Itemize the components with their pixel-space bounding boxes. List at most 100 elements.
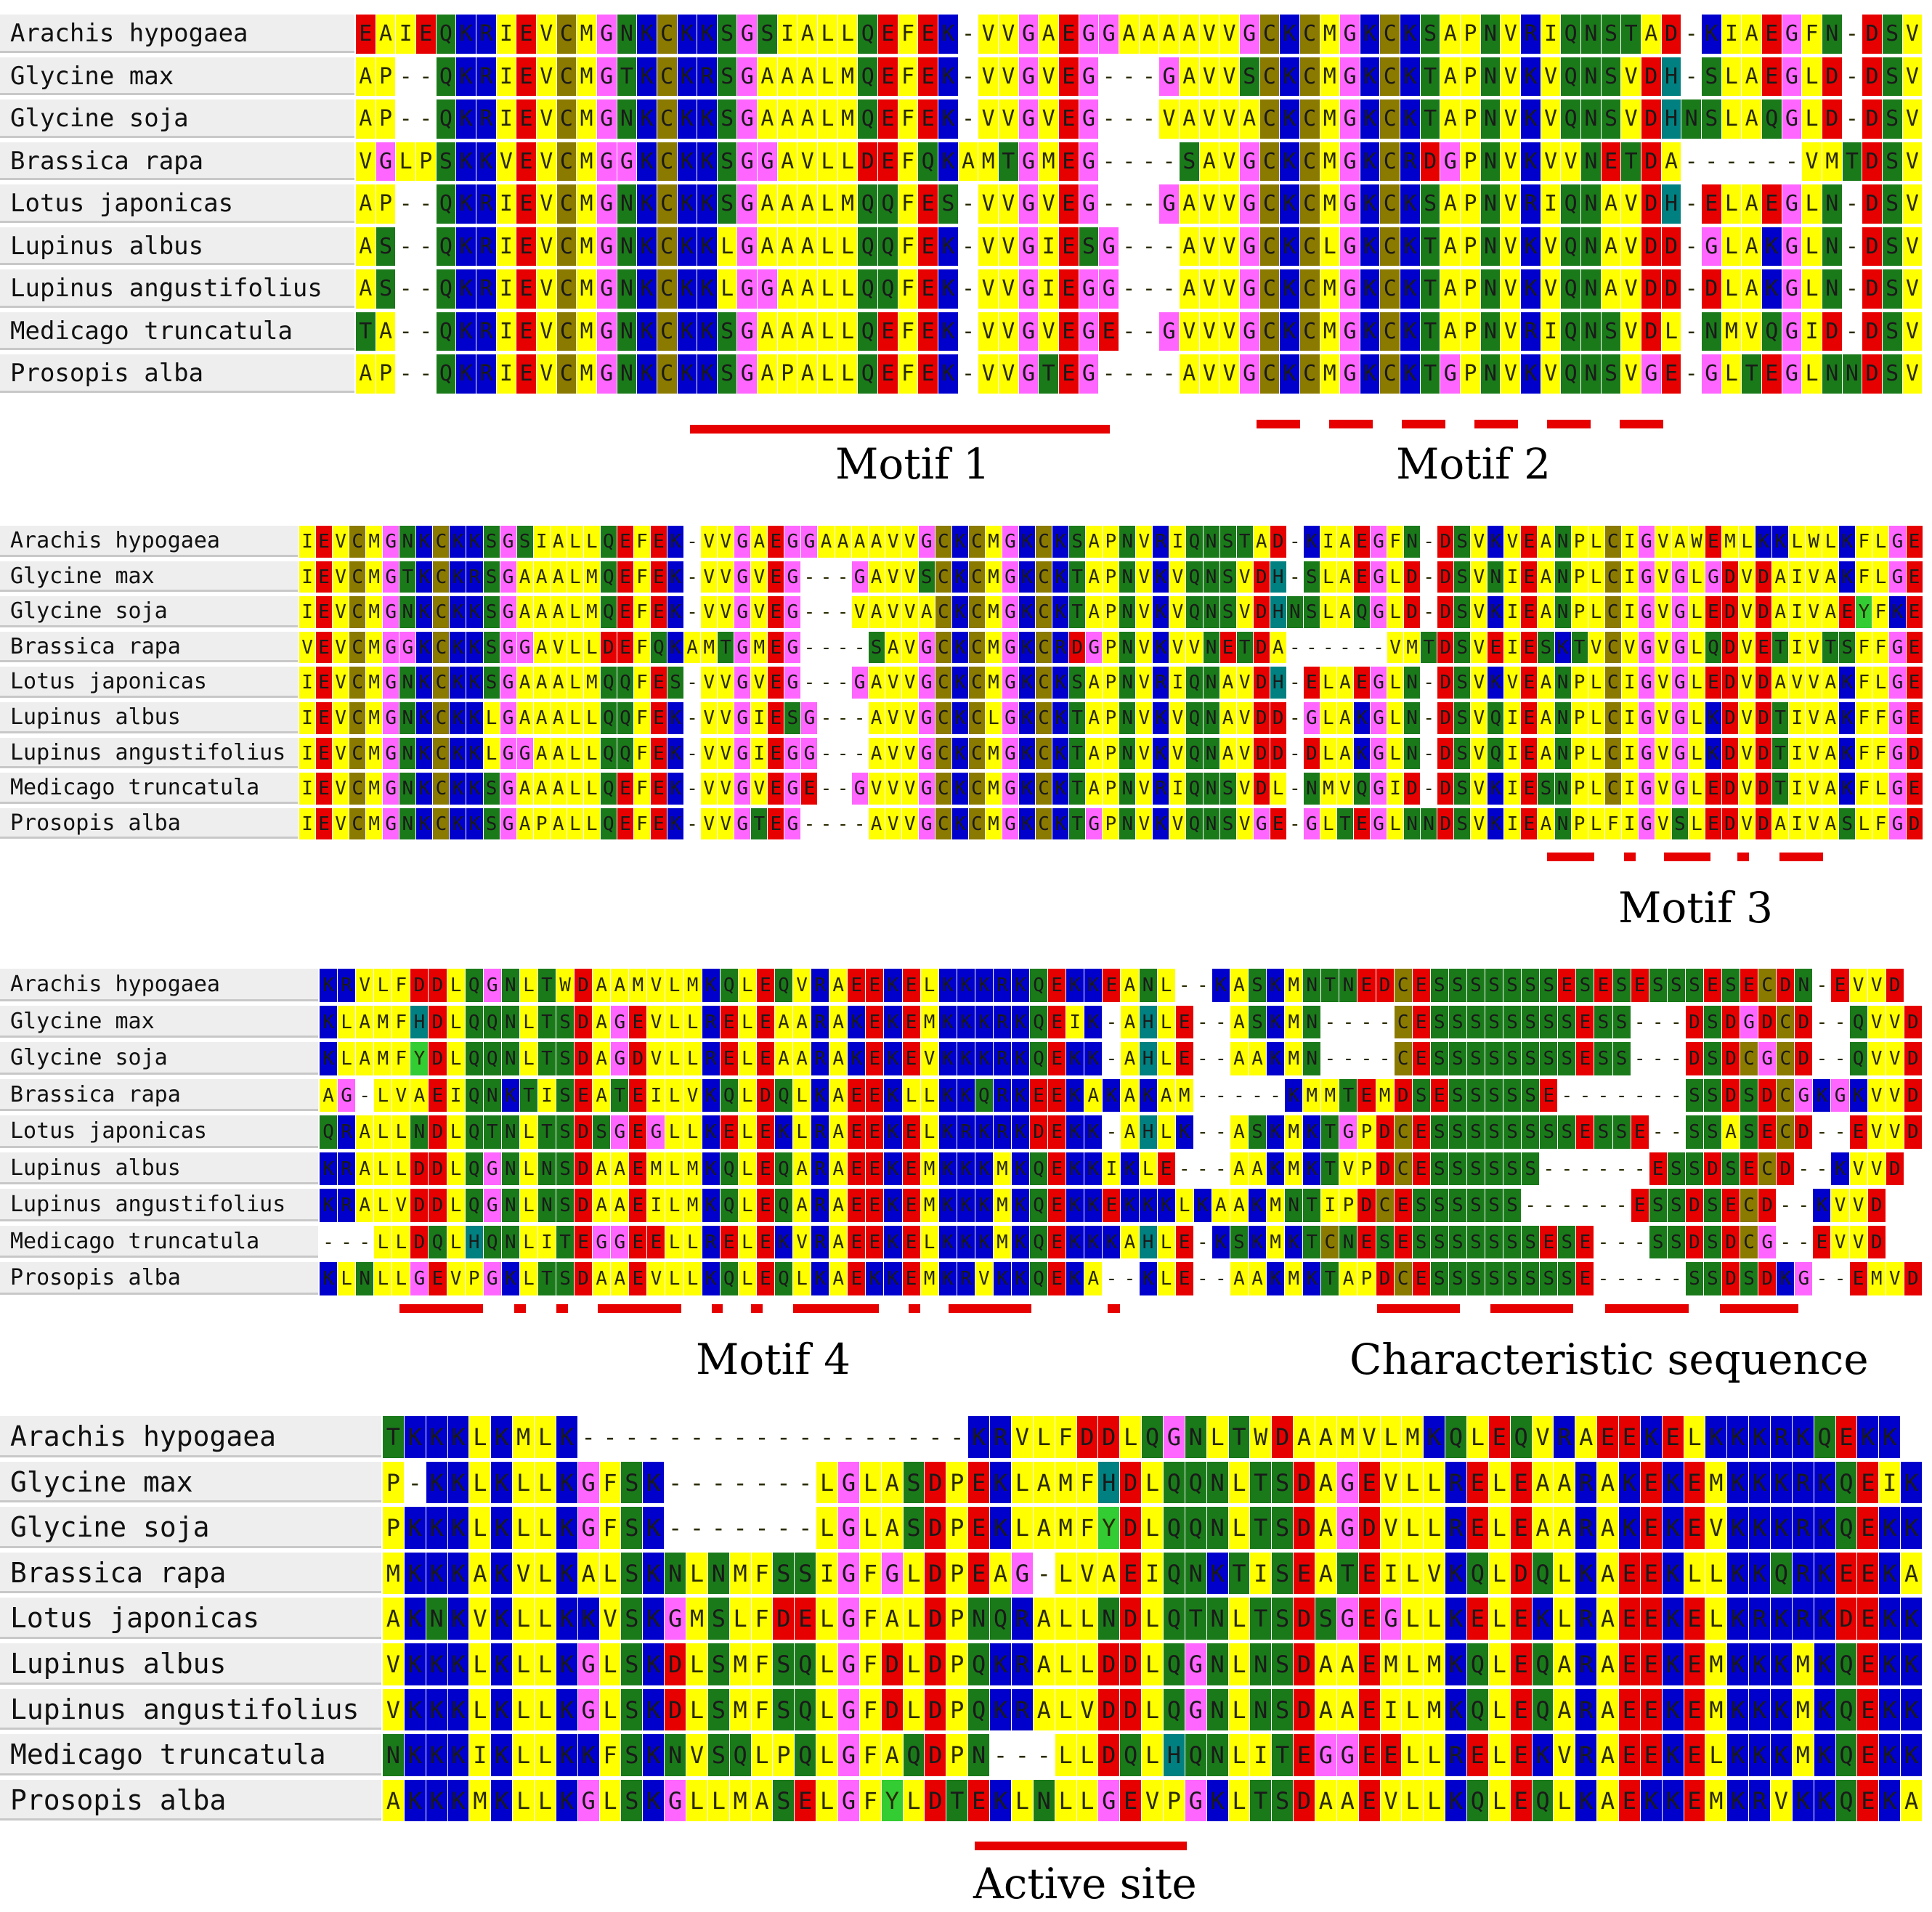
residue-cell: R [1792,1507,1814,1550]
residue-cell: V [885,561,902,594]
residue-cell: - [684,737,702,770]
residue-cell: N [501,1152,520,1186]
residue-cell: L [1588,807,1605,841]
residue-cell: A [1086,667,1103,699]
residue-cell: A [918,596,935,629]
residue-cell: V [1621,184,1641,224]
residue-cell: Q [1835,1734,1858,1777]
residue-cell: - [1842,184,1863,224]
residue-cell: D [1641,227,1662,267]
residue-cell: E [1521,667,1538,699]
residue-cell: V [1621,227,1641,267]
residue-cell: D [1756,737,1773,770]
residue-cell: K [320,1005,338,1039]
residue-cell: V [1902,312,1923,351]
residue-cell: I [533,526,551,558]
residue-cell: M [1320,312,1341,351]
residue-cell: I [496,57,517,97]
residue-cell: - [1421,667,1438,699]
residue-cell: E [516,269,537,309]
motif-segment [1624,853,1636,861]
residue-cell: D [1904,1262,1923,1296]
residue-cell: M [577,227,597,267]
residue-cell: L [567,561,584,594]
residue-cell: S [1485,1152,1504,1186]
residue-cell: K [1019,631,1036,664]
residue-cell: V [1532,1416,1554,1459]
residue-cell: G [734,773,752,805]
residue-cell: A [410,1078,429,1112]
residue-cell: G [383,807,400,841]
residue-cell: G [1758,1042,1777,1076]
residue-cell: G [1831,1078,1850,1112]
residue-cell: Q [1532,1688,1554,1732]
residue-cell: K [1771,1688,1793,1732]
residue-cell: M [366,596,383,629]
residue-cell: K [1280,142,1300,182]
residue-cell: K [1814,1643,1836,1686]
residue-cell: - [1303,631,1320,664]
residue-cell: E [1510,1779,1533,1823]
residue-cell: K [447,1598,470,1640]
residue-cell: L [1872,526,1890,558]
residue-cell: - [851,631,869,664]
residue-cell: S [1882,57,1903,97]
residue-cell: A [550,702,567,735]
residue-cell: G [1239,312,1260,351]
residue-cell: V [1867,1115,1886,1150]
residue-cell: R [1575,1598,1598,1640]
residue-cell: S [1272,1643,1294,1686]
residue-cell: K [1121,1152,1140,1186]
residue-cell: F [1076,1461,1099,1505]
residue-cell: K [1487,773,1505,805]
residue-cell: Q [600,807,617,841]
residue-cell: E [1510,1507,1533,1550]
residue-cell: S [1454,702,1472,735]
residue-cell: L [1721,57,1742,97]
residue-cell: K [1445,1552,1467,1595]
residue-cell: K [320,969,338,1003]
residue-cell: S [1522,969,1541,1003]
residue-cell: L [374,1225,393,1259]
residue-cell: K [667,526,685,558]
residue-cell: N [356,1262,375,1296]
residue-cell: V [701,667,718,699]
residue-cell: - [801,631,819,664]
residue-cell: S [556,1005,575,1039]
residue-cell: K [1285,1078,1304,1112]
residue-cell: L [818,227,838,267]
residue-cell: I [496,184,517,224]
residue-cell: L [665,1225,684,1259]
residue-cell: E [1857,1734,1880,1777]
residue-cell: E [1175,1225,1194,1259]
residue-cell: K [456,99,476,139]
residue-cell: A [868,702,885,735]
residue-cell: E [617,526,634,558]
residue-cell: C [1380,142,1401,182]
residue-cell: M [701,631,718,664]
residue-cell: K [1749,1461,1771,1505]
residue-cell: C [1777,1042,1795,1076]
residue-cell: Q [720,1078,739,1112]
residue-cell: V [999,354,1019,394]
residue-cell: S [1882,269,1903,309]
species-label: Brassica rapa [0,1552,381,1594]
residue-cell: G [1638,596,1655,629]
residue-cell: V [1501,227,1522,267]
residue-cell: K [697,312,718,351]
residue-cell: A [793,1042,812,1076]
residue-cell: E [650,737,668,770]
residue-cell: N [1554,596,1572,629]
residue-cell: A [1033,1461,1055,1505]
residue-cell: D [1721,561,1740,594]
residue-cell: Q [878,269,898,309]
residue-cell: K [466,807,484,841]
residue-cell: A [829,1189,848,1223]
residue-cell: M [374,1005,393,1039]
residue-cell: - [1777,1189,1795,1223]
residue-cell: E [1048,1042,1067,1076]
residue-cell: V [1219,142,1240,182]
residue-cell: L [1802,227,1822,267]
residue-cell: K [1662,1643,1684,1686]
residue-cell: E [768,526,785,558]
